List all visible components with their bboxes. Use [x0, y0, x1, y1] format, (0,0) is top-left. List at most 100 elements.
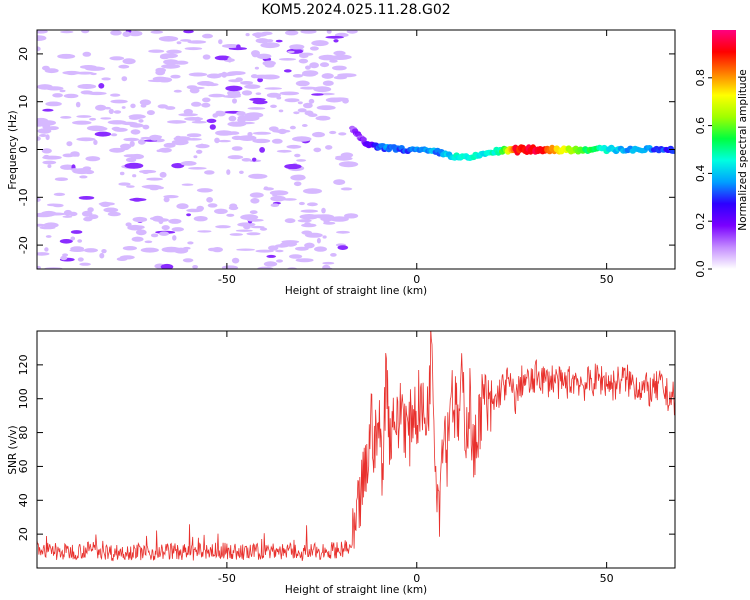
- noise-speckle: [212, 113, 219, 118]
- noise-speckle: [129, 116, 141, 120]
- noise-speckle: [246, 218, 264, 222]
- noise-speckle: [323, 221, 336, 225]
- noise-speckle: [306, 202, 318, 207]
- noise-speckle: [201, 102, 211, 108]
- noise-speckle: [99, 252, 105, 259]
- noise-speckle: [255, 38, 269, 44]
- noise-speckle: [104, 106, 111, 110]
- noise-speckle: [276, 149, 292, 153]
- noise-speckle: [237, 121, 255, 125]
- noise-speckle: [254, 66, 259, 70]
- noise-speckle: [119, 255, 135, 260]
- noise-speckle: [160, 263, 174, 269]
- noise-speckle: [337, 245, 349, 251]
- noise-speckle: [297, 219, 312, 223]
- noise-speckle: [63, 93, 79, 99]
- colorbar-tick-label: 0.4: [694, 165, 707, 183]
- noise-speckle: [226, 169, 231, 175]
- noise-speckle: [208, 93, 226, 98]
- noise-speckle: [270, 104, 277, 109]
- noise-speckle: [196, 205, 204, 211]
- colorbar-tick-label: 0.0: [694, 260, 707, 278]
- noise-speckle: [152, 135, 163, 139]
- noise-speckle: [139, 99, 152, 106]
- snr-series-line: [37, 331, 675, 562]
- noise-speckle: [264, 63, 275, 68]
- noise-speckle: [236, 248, 256, 251]
- snr-frame: [36, 330, 676, 569]
- noise-speckle: [252, 100, 268, 105]
- noise-speckle: [211, 247, 223, 253]
- noise-speckle: [171, 139, 189, 146]
- noise-speckle: [188, 167, 207, 170]
- noise-speckle: [88, 214, 99, 220]
- noise-speckle: [163, 142, 176, 148]
- noise-speckle: [180, 39, 192, 42]
- noise-speckle: [289, 254, 303, 259]
- noise-speckle: [79, 175, 88, 179]
- noise-speckle: [206, 118, 217, 123]
- noise-speckle: [202, 97, 211, 103]
- noise-speckle: [204, 82, 212, 87]
- noise-speckle: [298, 58, 309, 64]
- y-tick-label: 120: [17, 354, 30, 375]
- noise-speckle: [295, 80, 310, 87]
- noise-speckle: [128, 30, 143, 37]
- noise-speckle: [259, 227, 268, 231]
- noise-speckle: [237, 135, 257, 142]
- x-tick-label: 50: [600, 273, 614, 286]
- noise-speckle: [279, 91, 300, 96]
- noise-speckle: [43, 222, 59, 228]
- noise-speckle: [237, 222, 256, 227]
- noise-speckle: [300, 209, 319, 213]
- noise-speckle: [249, 192, 264, 198]
- noise-speckle: [82, 51, 92, 57]
- noise-speckle: [52, 203, 64, 208]
- noise-speckle: [181, 183, 194, 186]
- noise-speckle: [146, 177, 164, 181]
- noise-speckle: [231, 135, 243, 140]
- noise-speckle: [202, 54, 211, 60]
- noise-speckle: [311, 93, 324, 96]
- noise-speckle: [286, 144, 302, 149]
- noise-speckle: [66, 141, 73, 147]
- noise-speckle: [103, 207, 119, 213]
- noise-speckle: [215, 110, 226, 117]
- chart-title: KOM5.2024.025.11.28.G02: [261, 2, 450, 18]
- noise-speckle: [81, 30, 90, 34]
- noise-speckle: [86, 91, 107, 96]
- noise-speckle: [300, 30, 317, 34]
- noise-speckle: [129, 140, 135, 147]
- noise-speckle: [123, 137, 139, 142]
- noise-speckle: [274, 244, 289, 248]
- noise-speckle: [129, 198, 147, 202]
- noise-speckle: [278, 109, 284, 113]
- spectrogram-x-ticks: -50 0 50: [218, 30, 614, 286]
- noise-speckle: [79, 262, 91, 266]
- noise-speckle: [270, 195, 286, 202]
- noise-speckle: [47, 164, 52, 169]
- noise-speckle: [321, 207, 326, 214]
- noise-speckle: [78, 196, 95, 200]
- noise-speckle: [37, 223, 46, 227]
- noise-speckle: [244, 84, 261, 89]
- noise-speckle: [260, 42, 280, 49]
- noise-speckle: [135, 229, 147, 236]
- noise-speckle: [320, 217, 335, 222]
- noise-speckle: [94, 131, 112, 137]
- noise-speckle: [235, 229, 253, 232]
- x-tick-label: 0: [413, 273, 420, 286]
- noise-speckle: [338, 161, 359, 168]
- noise-speckle: [124, 162, 144, 169]
- noise-speckle: [325, 35, 345, 39]
- noise-speckle: [163, 196, 170, 203]
- noise-speckle: [243, 224, 251, 230]
- noise-speckle: [276, 259, 283, 263]
- noise-speckle: [287, 50, 295, 54]
- noise-speckle: [293, 181, 302, 187]
- noise-speckle: [70, 246, 85, 251]
- noise-speckle: [229, 233, 243, 236]
- noise-speckle: [218, 39, 223, 45]
- noise-speckle: [340, 187, 353, 191]
- noise-speckle: [263, 186, 269, 189]
